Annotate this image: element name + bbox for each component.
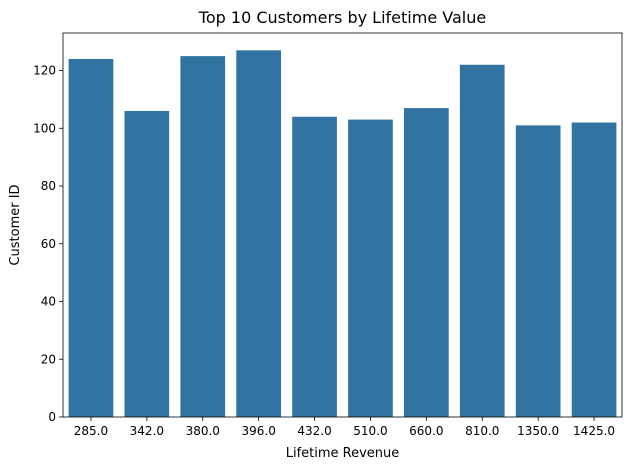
chart-title: Top 10 Customers by Lifetime Value (198, 8, 486, 27)
x-tick-label: 510.0 (353, 424, 387, 438)
x-tick-label: 396.0 (241, 424, 275, 438)
y-tick-label: 120 (33, 64, 56, 78)
bar (292, 116, 337, 417)
y-axis: 0 20 40 60 80 100 120 (33, 64, 63, 424)
x-tick-label: 380.0 (186, 424, 220, 438)
y-tick-label: 100 (33, 121, 56, 135)
y-tick-label: 60 (41, 237, 56, 251)
y-tick-label: 40 (41, 295, 56, 309)
bar (180, 56, 226, 417)
y-tick-label: 20 (41, 352, 56, 366)
x-tick-label: 342.0 (130, 424, 164, 438)
y-tick-label: 80 (41, 179, 56, 193)
x-tick-label: 810.0 (465, 424, 499, 438)
bar (348, 119, 393, 418)
bar (68, 58, 114, 417)
y-axis-label: Customer ID (8, 184, 23, 265)
bar (236, 50, 282, 417)
x-tick-label: 285.0 (74, 424, 108, 438)
bar (571, 122, 617, 417)
x-tick-label: 1350.0 (517, 424, 559, 438)
x-axis: 285.0 342.0 380.0 396.0 432.0 510.0 660.0 810.0… (74, 417, 615, 438)
x-axis-label: Lifetime Revenue (286, 446, 400, 461)
x-tick-label: 660.0 (409, 424, 443, 438)
bar (459, 64, 505, 417)
plot-frame (62, 32, 623, 418)
bar (124, 110, 170, 417)
bar-group (68, 50, 617, 418)
bar (515, 125, 561, 417)
x-tick-label: 1425.0 (573, 424, 615, 438)
bar (403, 108, 449, 417)
x-tick-label: 432.0 (297, 424, 331, 438)
y-tick-label: 0 (48, 410, 56, 424)
